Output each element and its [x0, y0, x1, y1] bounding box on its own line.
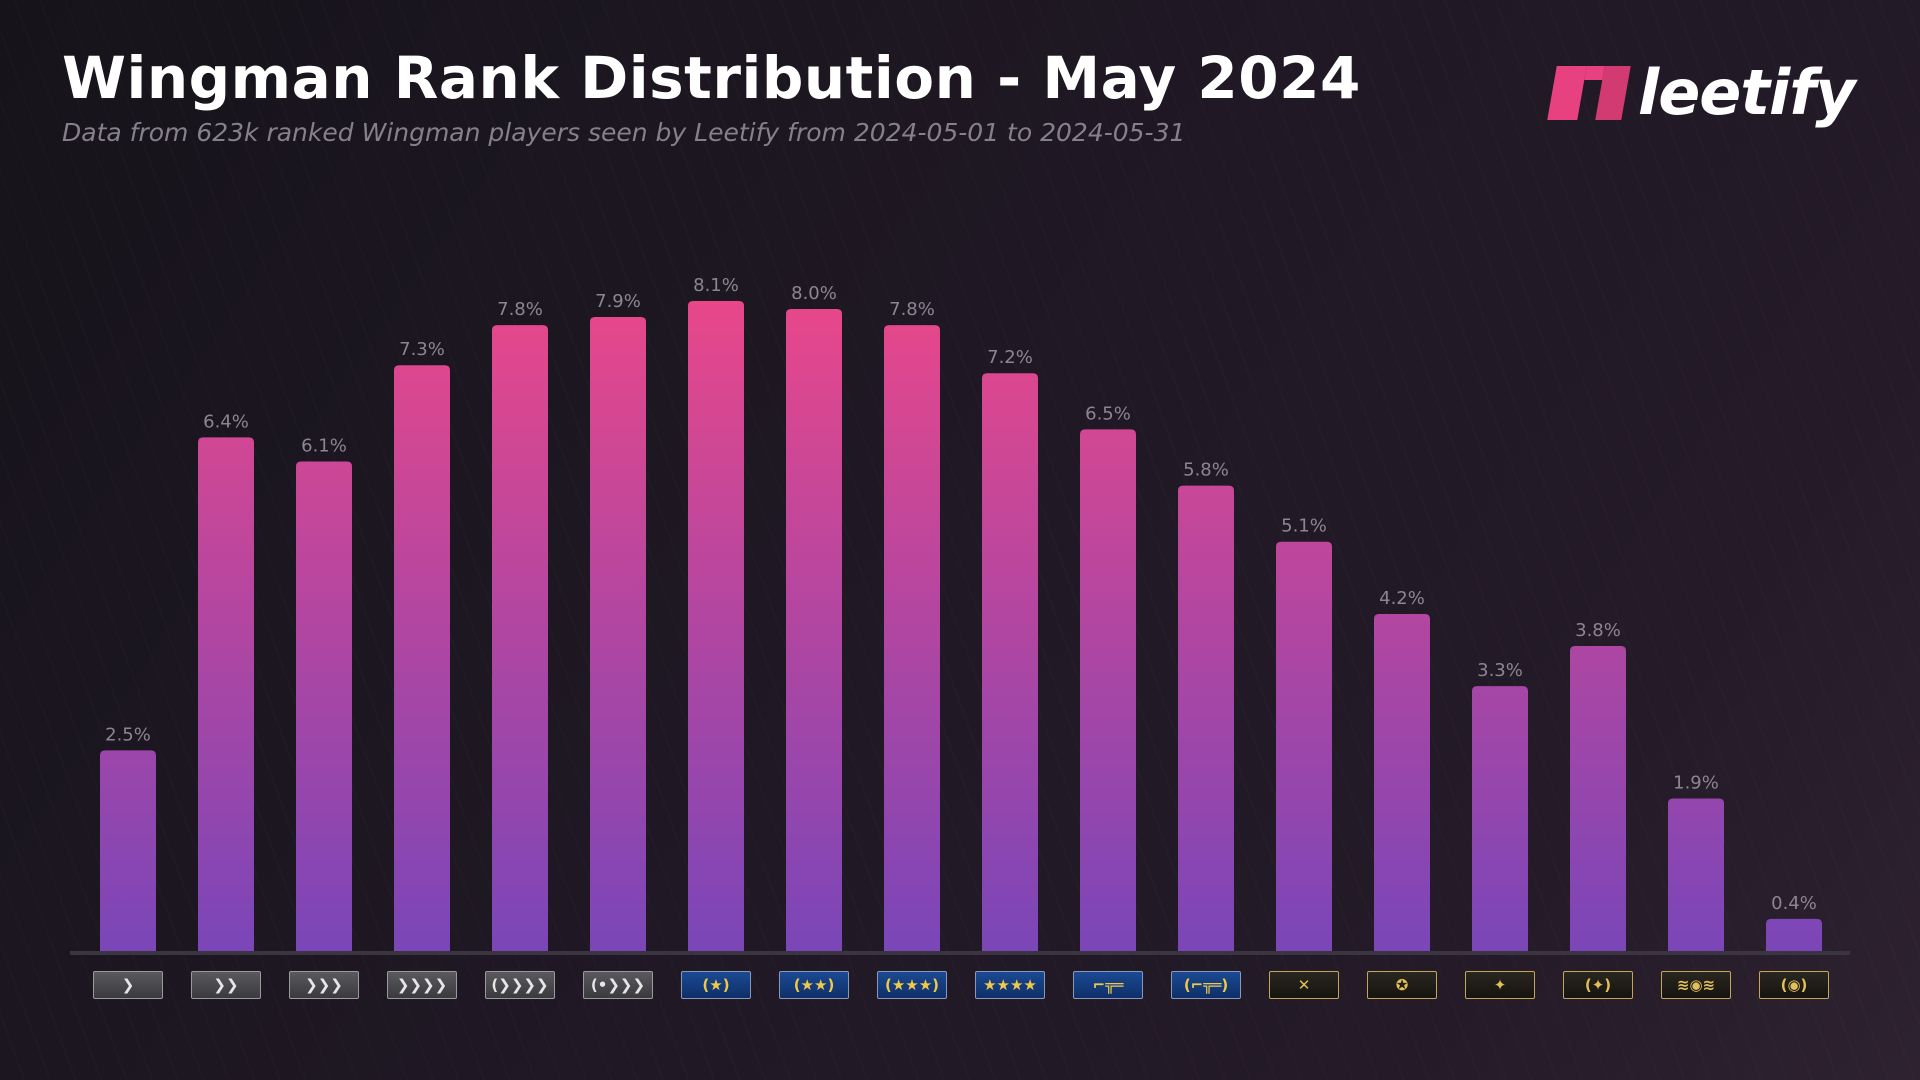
data-label: 1.9% [1673, 773, 1719, 794]
bar-7 [688, 301, 744, 951]
global-elite-rank-icon: (◉) [1759, 971, 1829, 999]
data-label: 7.8% [497, 299, 543, 320]
bar-3 [296, 461, 352, 951]
silver-elite-rank-icon: (❯❯❯❯ [485, 971, 555, 999]
data-label: 3.3% [1477, 660, 1523, 681]
bar-13 [1276, 541, 1332, 951]
data-label: 5.1% [1281, 516, 1327, 537]
data-label: 4.2% [1379, 588, 1425, 609]
silver-2-rank-icon: ❯❯ [191, 971, 261, 999]
bar-5 [492, 325, 548, 951]
data-label: 7.3% [399, 339, 445, 360]
bar-10 [982, 373, 1038, 951]
chart-title: Wingman Rank Distribution - May 2024 [62, 44, 1361, 112]
bar-16 [1570, 646, 1626, 951]
data-label: 2.5% [105, 724, 151, 745]
supreme-rank-icon: ≋◉≋ [1661, 971, 1731, 999]
gold-nova-3-rank-icon: (★★★) [877, 971, 947, 999]
data-label: 7.8% [889, 299, 935, 320]
master-guardian-elite-rank-icon: ✕ [1269, 971, 1339, 999]
data-label: 0.4% [1771, 893, 1817, 914]
bar-6 [590, 317, 646, 951]
data-label: 6.1% [301, 435, 347, 456]
master-guardian-2-rank-icon: (⌐╦═) [1171, 971, 1241, 999]
bar-14 [1374, 613, 1430, 951]
data-label: 7.2% [987, 347, 1033, 368]
bar-4 [394, 365, 450, 952]
leetify-logo: leetify [1547, 56, 1856, 129]
data-label: 7.9% [595, 291, 641, 312]
silver-1-rank-icon: ❯ [93, 971, 163, 999]
bar-2 [198, 437, 254, 951]
bar-1 [100, 750, 156, 951]
gold-nova-master-rank-icon: ★★★★ [975, 971, 1045, 999]
data-label: 3.8% [1575, 620, 1621, 641]
data-label: 8.0% [791, 283, 837, 304]
leetify-logo-text: leetify [1638, 56, 1856, 129]
bar-17 [1668, 798, 1724, 951]
silver-3-rank-icon: ❯❯❯ [289, 971, 359, 999]
master-guardian-1-rank-icon: ⌐╦═ [1073, 971, 1143, 999]
data-label: 6.4% [203, 411, 249, 432]
legendary-eagle-rank-icon: ✦ [1465, 971, 1535, 999]
distinguished-master-guardian-rank-icon: ✪ [1367, 971, 1437, 999]
bar-12 [1178, 485, 1234, 951]
silver-4-rank-icon: ❯❯❯❯ [387, 971, 457, 999]
bar-18 [1766, 918, 1822, 951]
silver-elite-master-rank-icon: (•❯❯❯ [583, 971, 653, 999]
bar-9 [884, 325, 940, 951]
data-label: 6.5% [1085, 403, 1131, 424]
bar-15 [1472, 686, 1528, 951]
gold-nova-2-rank-icon: (★★) [779, 971, 849, 999]
data-label: 8.1% [693, 275, 739, 296]
legendary-eagle-master-rank-icon: (✦) [1563, 971, 1633, 999]
bar-8 [786, 309, 842, 952]
chart-subtitle: Data from 623k ranked Wingman players se… [62, 118, 1186, 147]
gold-nova-1-rank-icon: (★) [681, 971, 751, 999]
data-label: 5.8% [1183, 460, 1229, 481]
bar-11 [1080, 429, 1136, 952]
